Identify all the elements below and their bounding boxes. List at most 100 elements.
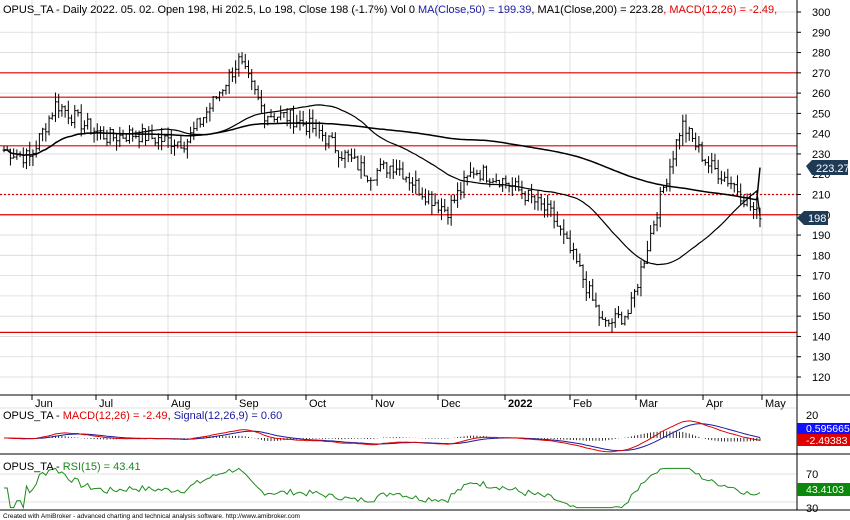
- price-bar: [346, 149, 350, 163]
- price-bar: [156, 133, 160, 150]
- price-bar: [25, 148, 29, 170]
- price-bar: [118, 126, 122, 147]
- price-bar: [115, 134, 119, 151]
- price-bar: [388, 165, 392, 179]
- price-tick-label: 230: [812, 149, 830, 161]
- header-info: - Daily 2022. 05. 02. Open 198, Hi 202.5…: [53, 4, 418, 16]
- price-bar: [610, 318, 614, 333]
- price-bar: [272, 112, 276, 123]
- price-bar: [385, 162, 389, 179]
- price-bar: [591, 278, 595, 302]
- price-bar: [571, 242, 575, 260]
- price-bar: [214, 96, 218, 100]
- signal-badge: 0.595665: [797, 423, 850, 435]
- time-label: Sep: [239, 398, 259, 410]
- price-bar: [140, 123, 144, 143]
- price-bar: [375, 168, 379, 186]
- price-bar: [620, 311, 624, 325]
- ma50-line: [4, 104, 761, 266]
- time-label: Jun: [35, 398, 53, 410]
- price-bar: [60, 103, 64, 117]
- price-bar: [195, 118, 199, 132]
- price-bar: [353, 148, 357, 159]
- header-symbol: OPUS_TA: [3, 4, 54, 16]
- price-bar: [256, 85, 260, 101]
- header-macd: , MACD(12,26) = -2.49,: [663, 4, 777, 16]
- price-tick-label: 280: [812, 48, 830, 60]
- price-bar: [330, 132, 334, 139]
- time-label: Nov: [375, 398, 395, 410]
- macd-badge-text: -2.49383: [806, 435, 848, 447]
- rsi-panel[interactable]: OPUS_TA - RSI(15) = 43.41 70 30 43.4103: [0, 454, 850, 515]
- price-bar: [555, 211, 559, 227]
- time-label: 2022: [508, 398, 532, 410]
- price-bar: [391, 158, 395, 180]
- price-bar: [111, 129, 115, 142]
- macd-line: [4, 420, 761, 453]
- price-bar: [755, 200, 759, 219]
- price-bar: [472, 167, 476, 179]
- close-price-badge: 198: [797, 211, 828, 225]
- price-bar: [234, 60, 238, 84]
- price-bar: [520, 180, 524, 200]
- price-tick-label: 260: [812, 88, 830, 100]
- price-tick-label: 190: [812, 230, 830, 242]
- price-bar: [475, 169, 479, 176]
- price-bar: [82, 120, 86, 135]
- price-bar: [481, 164, 485, 181]
- price-bar: [86, 112, 90, 130]
- price-bar: [44, 123, 48, 142]
- price-panel[interactable]: 1201301401501601701801902002102202302402…: [0, 0, 850, 410]
- price-bar: [485, 165, 489, 183]
- price-bar: [324, 131, 328, 151]
- price-bar: [420, 187, 424, 200]
- price-bar: [230, 67, 234, 83]
- price-bar: [31, 149, 35, 167]
- price-bar: [362, 156, 366, 177]
- rsi-panel-title: OPUS_TA - RSI(15) = 43.41: [3, 461, 141, 473]
- time-label: Oct: [309, 398, 326, 410]
- price-bar: [292, 105, 296, 134]
- price-bar: [681, 114, 685, 146]
- price-bar: [739, 183, 743, 206]
- price-bar: [185, 138, 189, 159]
- price-bar: [674, 139, 678, 167]
- time-label: Dec: [441, 398, 461, 410]
- price-bar: [562, 219, 566, 245]
- price-bar: [407, 172, 411, 191]
- price-bar: [414, 170, 418, 195]
- price-bar: [160, 127, 164, 151]
- price-bar: [63, 105, 67, 118]
- rsi-badge: 43.4103: [797, 483, 850, 496]
- price-bar: [166, 127, 170, 148]
- price-bar: [639, 260, 643, 297]
- price-bar: [218, 91, 222, 102]
- price-bar: [587, 280, 591, 299]
- price-bar: [70, 114, 74, 126]
- price-bar: [607, 319, 611, 327]
- rsi-badge-text: 43.4103: [806, 484, 844, 496]
- price-axis: 1201301401501601701801902002102202302402…: [797, 7, 830, 384]
- price-bar: [227, 68, 231, 94]
- price-bar: [224, 84, 228, 95]
- time-label: Apr: [706, 398, 723, 410]
- price-bar: [57, 93, 61, 118]
- price-bar: [452, 194, 456, 204]
- price-bars: [2, 52, 762, 333]
- price-bar: [366, 175, 370, 183]
- price-tick-label: 250: [812, 108, 830, 120]
- macd-panel[interactable]: OPUS_TA - MACD(12,26) = -2.49, Signal(12…: [0, 395, 850, 455]
- price-bar: [581, 264, 585, 288]
- price-bar: [173, 139, 177, 156]
- price-bar: [237, 53, 241, 77]
- price-bar: [269, 109, 273, 118]
- price-bar: [456, 182, 460, 208]
- price-bar: [66, 100, 70, 125]
- price-bar: [208, 102, 212, 122]
- signal-badge-text: 0.595665: [806, 423, 850, 435]
- price-bar: [526, 189, 530, 202]
- price-bar: [703, 158, 707, 166]
- price-tick-label: 170: [812, 271, 830, 283]
